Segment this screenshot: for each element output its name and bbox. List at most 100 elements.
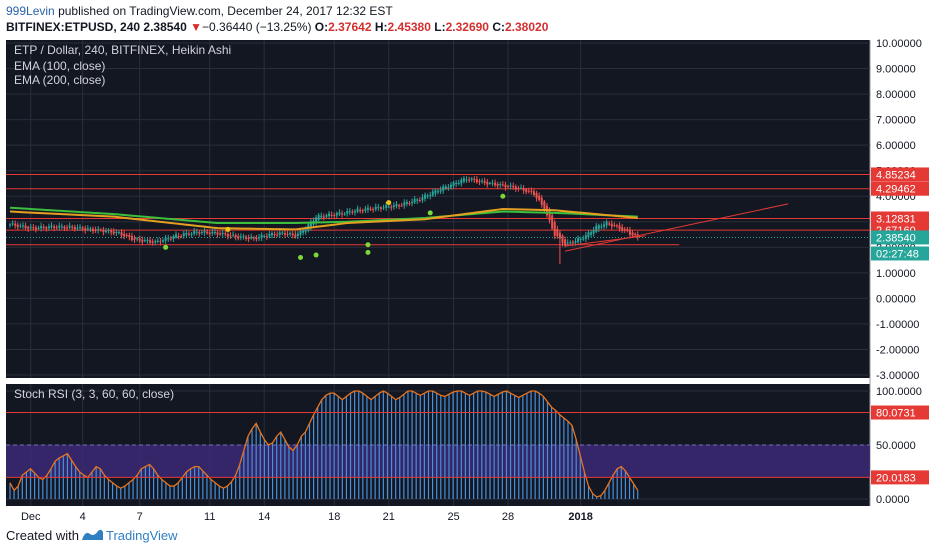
candle-body xyxy=(263,235,266,237)
candle-body xyxy=(400,205,403,207)
candle-body xyxy=(532,191,535,195)
candle-body xyxy=(582,238,585,240)
low-label: L: xyxy=(434,20,446,34)
interval-label: 240 xyxy=(120,20,141,34)
time-tick-label: 2018 xyxy=(568,511,592,520)
candle-body xyxy=(600,226,603,228)
candle-body xyxy=(169,238,172,240)
candle-body xyxy=(226,233,229,237)
candle-body xyxy=(608,223,611,225)
candle-body xyxy=(385,205,388,208)
candle-body xyxy=(296,233,299,236)
candle-body xyxy=(468,179,471,181)
price-label-text: 4.85234 xyxy=(876,169,916,181)
candle-body xyxy=(623,228,626,230)
candle-body xyxy=(379,207,382,209)
candle-body xyxy=(374,206,377,210)
candle-body xyxy=(577,238,580,242)
candle-body xyxy=(29,226,32,228)
signal-dot xyxy=(163,244,169,250)
candle-body xyxy=(14,223,17,226)
created-with-text: Created with xyxy=(6,528,79,543)
candle-body xyxy=(136,238,139,240)
price-tick-label: 6.00000 xyxy=(876,140,916,152)
high-value: 2.45380 xyxy=(387,20,431,34)
candle-body xyxy=(154,240,157,243)
publish-line: 999Levin published on TradingView.com, D… xyxy=(6,4,393,18)
candle-body xyxy=(53,226,56,228)
candle-body xyxy=(346,210,349,214)
candle-body xyxy=(561,235,564,244)
main-chart-title: ETP / Dollar, 240, BITFINEX, Heikin Ashi xyxy=(14,43,231,57)
price-tick-label: 9.00000 xyxy=(876,64,916,76)
author-link[interactable]: 999Levin xyxy=(6,4,55,18)
candle-body xyxy=(325,215,328,217)
candle-body xyxy=(366,207,369,210)
candle-body xyxy=(628,230,631,235)
candle-body xyxy=(58,225,61,228)
candle-body xyxy=(615,225,618,227)
signal-dot xyxy=(386,200,392,206)
price-label-text: 2.38540 xyxy=(876,232,916,244)
candle-body xyxy=(449,184,452,188)
candle-body xyxy=(574,241,577,243)
time-tick-label: 14 xyxy=(258,511,270,520)
candle-body xyxy=(403,202,406,206)
candle-body xyxy=(465,179,468,181)
stoch-tick-label: 50.0000 xyxy=(876,440,916,452)
candle-body xyxy=(520,187,523,189)
candle-body xyxy=(457,182,460,184)
candle-body xyxy=(483,180,486,183)
tradingview-brand[interactable]: TradingView xyxy=(106,528,178,543)
candle-body xyxy=(411,201,414,204)
candle-body xyxy=(359,210,362,212)
candle-body xyxy=(304,229,307,232)
candle-body xyxy=(587,232,590,238)
candle-body xyxy=(475,179,478,183)
candle-body xyxy=(494,182,497,186)
price-tick-label: 1.00000 xyxy=(876,268,916,280)
symbol-label: BITFINEX:ETPUSD, xyxy=(6,20,117,34)
time-tick-label: 4 xyxy=(80,511,86,520)
candle-body xyxy=(504,184,507,188)
candle-body xyxy=(198,232,201,234)
candle-body xyxy=(330,214,333,216)
candle-body xyxy=(221,232,224,234)
candle-body xyxy=(571,242,574,244)
stoch-label-box xyxy=(871,470,929,485)
signal-dot xyxy=(298,255,304,261)
candle-body xyxy=(162,240,165,242)
chart-canvas[interactable]: 10.000009.000008.000007.000006.000005.00… xyxy=(0,38,932,520)
stoch-label-text: 80.0731 xyxy=(876,408,916,420)
candle-body xyxy=(517,188,520,190)
candle-body xyxy=(525,189,528,193)
chart-header: 999Levin published on TradingView.com, D… xyxy=(0,0,932,38)
main-pane xyxy=(6,40,870,378)
candle-body xyxy=(141,239,144,243)
tradingview-logo-icon xyxy=(82,529,103,540)
candle-body xyxy=(442,186,445,191)
candle-body xyxy=(634,233,637,235)
price-tick-label: 8.00000 xyxy=(876,89,916,101)
candle-body xyxy=(286,233,289,235)
price-label-box xyxy=(871,230,929,245)
candle-body xyxy=(343,213,346,215)
price-label-box xyxy=(871,167,929,182)
candle-body xyxy=(63,226,66,229)
candle-body xyxy=(527,190,530,192)
time-tick-label: 25 xyxy=(447,511,459,520)
close-value: 2.38020 xyxy=(505,20,549,34)
candle-body xyxy=(387,206,390,208)
candle-body xyxy=(631,232,634,236)
candle-body xyxy=(255,237,258,240)
candle-body xyxy=(439,189,442,192)
candle-body xyxy=(120,232,123,236)
candle-body xyxy=(398,205,401,207)
candle-body xyxy=(335,213,338,216)
candle-body xyxy=(208,232,211,235)
time-tick-label: 11 xyxy=(204,511,215,520)
candle-body xyxy=(97,228,100,231)
candle-body xyxy=(597,225,600,229)
candle-body xyxy=(81,227,84,230)
candle-body xyxy=(283,233,286,235)
